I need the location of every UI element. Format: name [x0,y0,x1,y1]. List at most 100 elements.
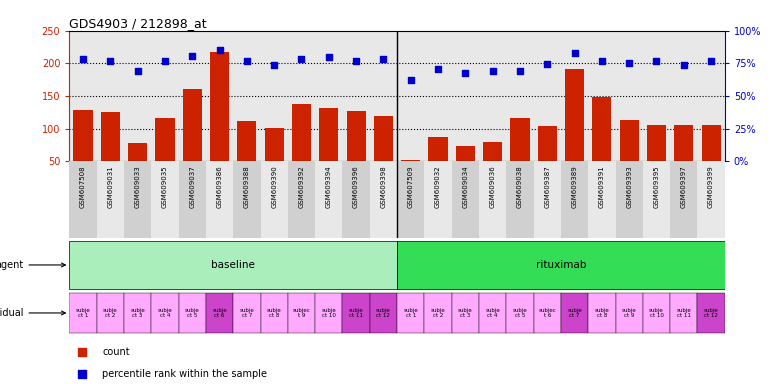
Bar [261,293,288,333]
Text: subje
ct 6: subje ct 6 [212,308,227,318]
Bar [128,143,147,161]
Text: subjec
t 9: subjec t 9 [293,308,311,318]
Bar [206,293,233,333]
Point [268,61,281,68]
Text: GSM609398: GSM609398 [380,165,386,208]
Point [322,54,335,60]
Text: subje
ct 8: subje ct 8 [594,308,609,318]
Text: subje
ct 10: subje ct 10 [649,308,664,318]
Text: subje
ct 1: subje ct 1 [403,308,418,318]
Point [568,50,581,56]
Text: GSM609397: GSM609397 [681,165,687,208]
Bar [534,161,561,238]
Text: GSM609392: GSM609392 [298,165,305,208]
Bar [342,293,370,333]
Bar [670,293,698,333]
Bar [73,110,93,161]
Text: GSM609393: GSM609393 [626,165,632,208]
Point [541,61,554,67]
Bar [96,293,124,333]
Bar [397,241,725,289]
Bar [237,121,257,161]
Text: GSM609389: GSM609389 [571,165,577,208]
Text: subje
ct 5: subje ct 5 [185,308,200,318]
Point [596,58,608,64]
Point [705,58,717,64]
Bar [124,161,151,238]
Bar [620,119,638,161]
Bar [397,293,424,333]
Text: subje
ct 3: subje ct 3 [458,308,473,318]
Bar [156,118,174,161]
Text: GSM609037: GSM609037 [189,165,195,208]
Point [104,58,116,64]
Text: subje
ct 7: subje ct 7 [567,308,582,318]
Point [405,77,417,83]
Text: GSM609036: GSM609036 [490,165,496,208]
Bar [588,293,615,333]
Text: subje
ct 7: subje ct 7 [240,308,254,318]
Point [377,56,389,63]
Point [678,61,690,68]
Point [76,349,89,355]
Text: GSM609394: GSM609394 [326,165,332,208]
Text: subje
ct 12: subje ct 12 [704,308,719,318]
Bar [429,137,448,161]
Text: GSM609399: GSM609399 [708,165,714,208]
Text: GSM609387: GSM609387 [544,165,550,208]
Text: GSM609034: GSM609034 [463,165,468,208]
Bar [346,111,365,161]
Bar [370,161,397,238]
Bar [151,161,179,238]
Bar [370,293,397,333]
Point [159,58,171,64]
Bar [179,293,206,333]
Text: GSM609038: GSM609038 [517,165,523,208]
Bar [615,293,643,333]
Bar [69,161,96,238]
Text: subje
ct 9: subje ct 9 [621,308,637,318]
Text: subje
ct 11: subje ct 11 [348,308,363,318]
Point [460,70,472,76]
Bar [124,293,151,333]
Text: subje
ct 8: subje ct 8 [267,308,281,318]
Text: GDS4903 / 212898_at: GDS4903 / 212898_at [69,17,207,30]
Bar [397,161,424,238]
Bar [588,161,615,238]
Text: GSM609033: GSM609033 [135,165,140,208]
Point [241,58,253,64]
Text: GSM609395: GSM609395 [654,165,659,208]
Point [487,68,499,74]
Bar [537,126,557,161]
Point [432,66,444,72]
Bar [261,161,288,238]
Text: subje
ct 11: subje ct 11 [676,308,691,318]
Bar [288,293,315,333]
Point [77,56,89,63]
Bar [151,293,179,333]
Bar [592,97,611,161]
Text: subje
ct 1: subje ct 1 [76,308,90,318]
Text: count: count [102,346,130,357]
Point [214,47,226,53]
Bar [483,142,502,161]
Point [132,68,144,74]
Text: GSM609396: GSM609396 [353,165,359,208]
Bar [315,293,342,333]
Text: individual: individual [0,308,66,318]
Text: percentile rank within the sample: percentile rank within the sample [102,369,268,379]
Text: GSM609391: GSM609391 [599,165,605,208]
Bar [342,161,370,238]
Bar [565,69,584,161]
Bar [479,161,507,238]
Bar [264,128,284,161]
Text: subje
ct 5: subje ct 5 [513,308,527,318]
Bar [210,51,229,161]
Bar [615,161,643,238]
Bar [69,293,96,333]
Text: GSM607508: GSM607508 [80,165,86,208]
Bar [424,293,452,333]
Bar [479,293,507,333]
Bar [561,293,588,333]
Text: subje
ct 12: subje ct 12 [376,308,391,318]
